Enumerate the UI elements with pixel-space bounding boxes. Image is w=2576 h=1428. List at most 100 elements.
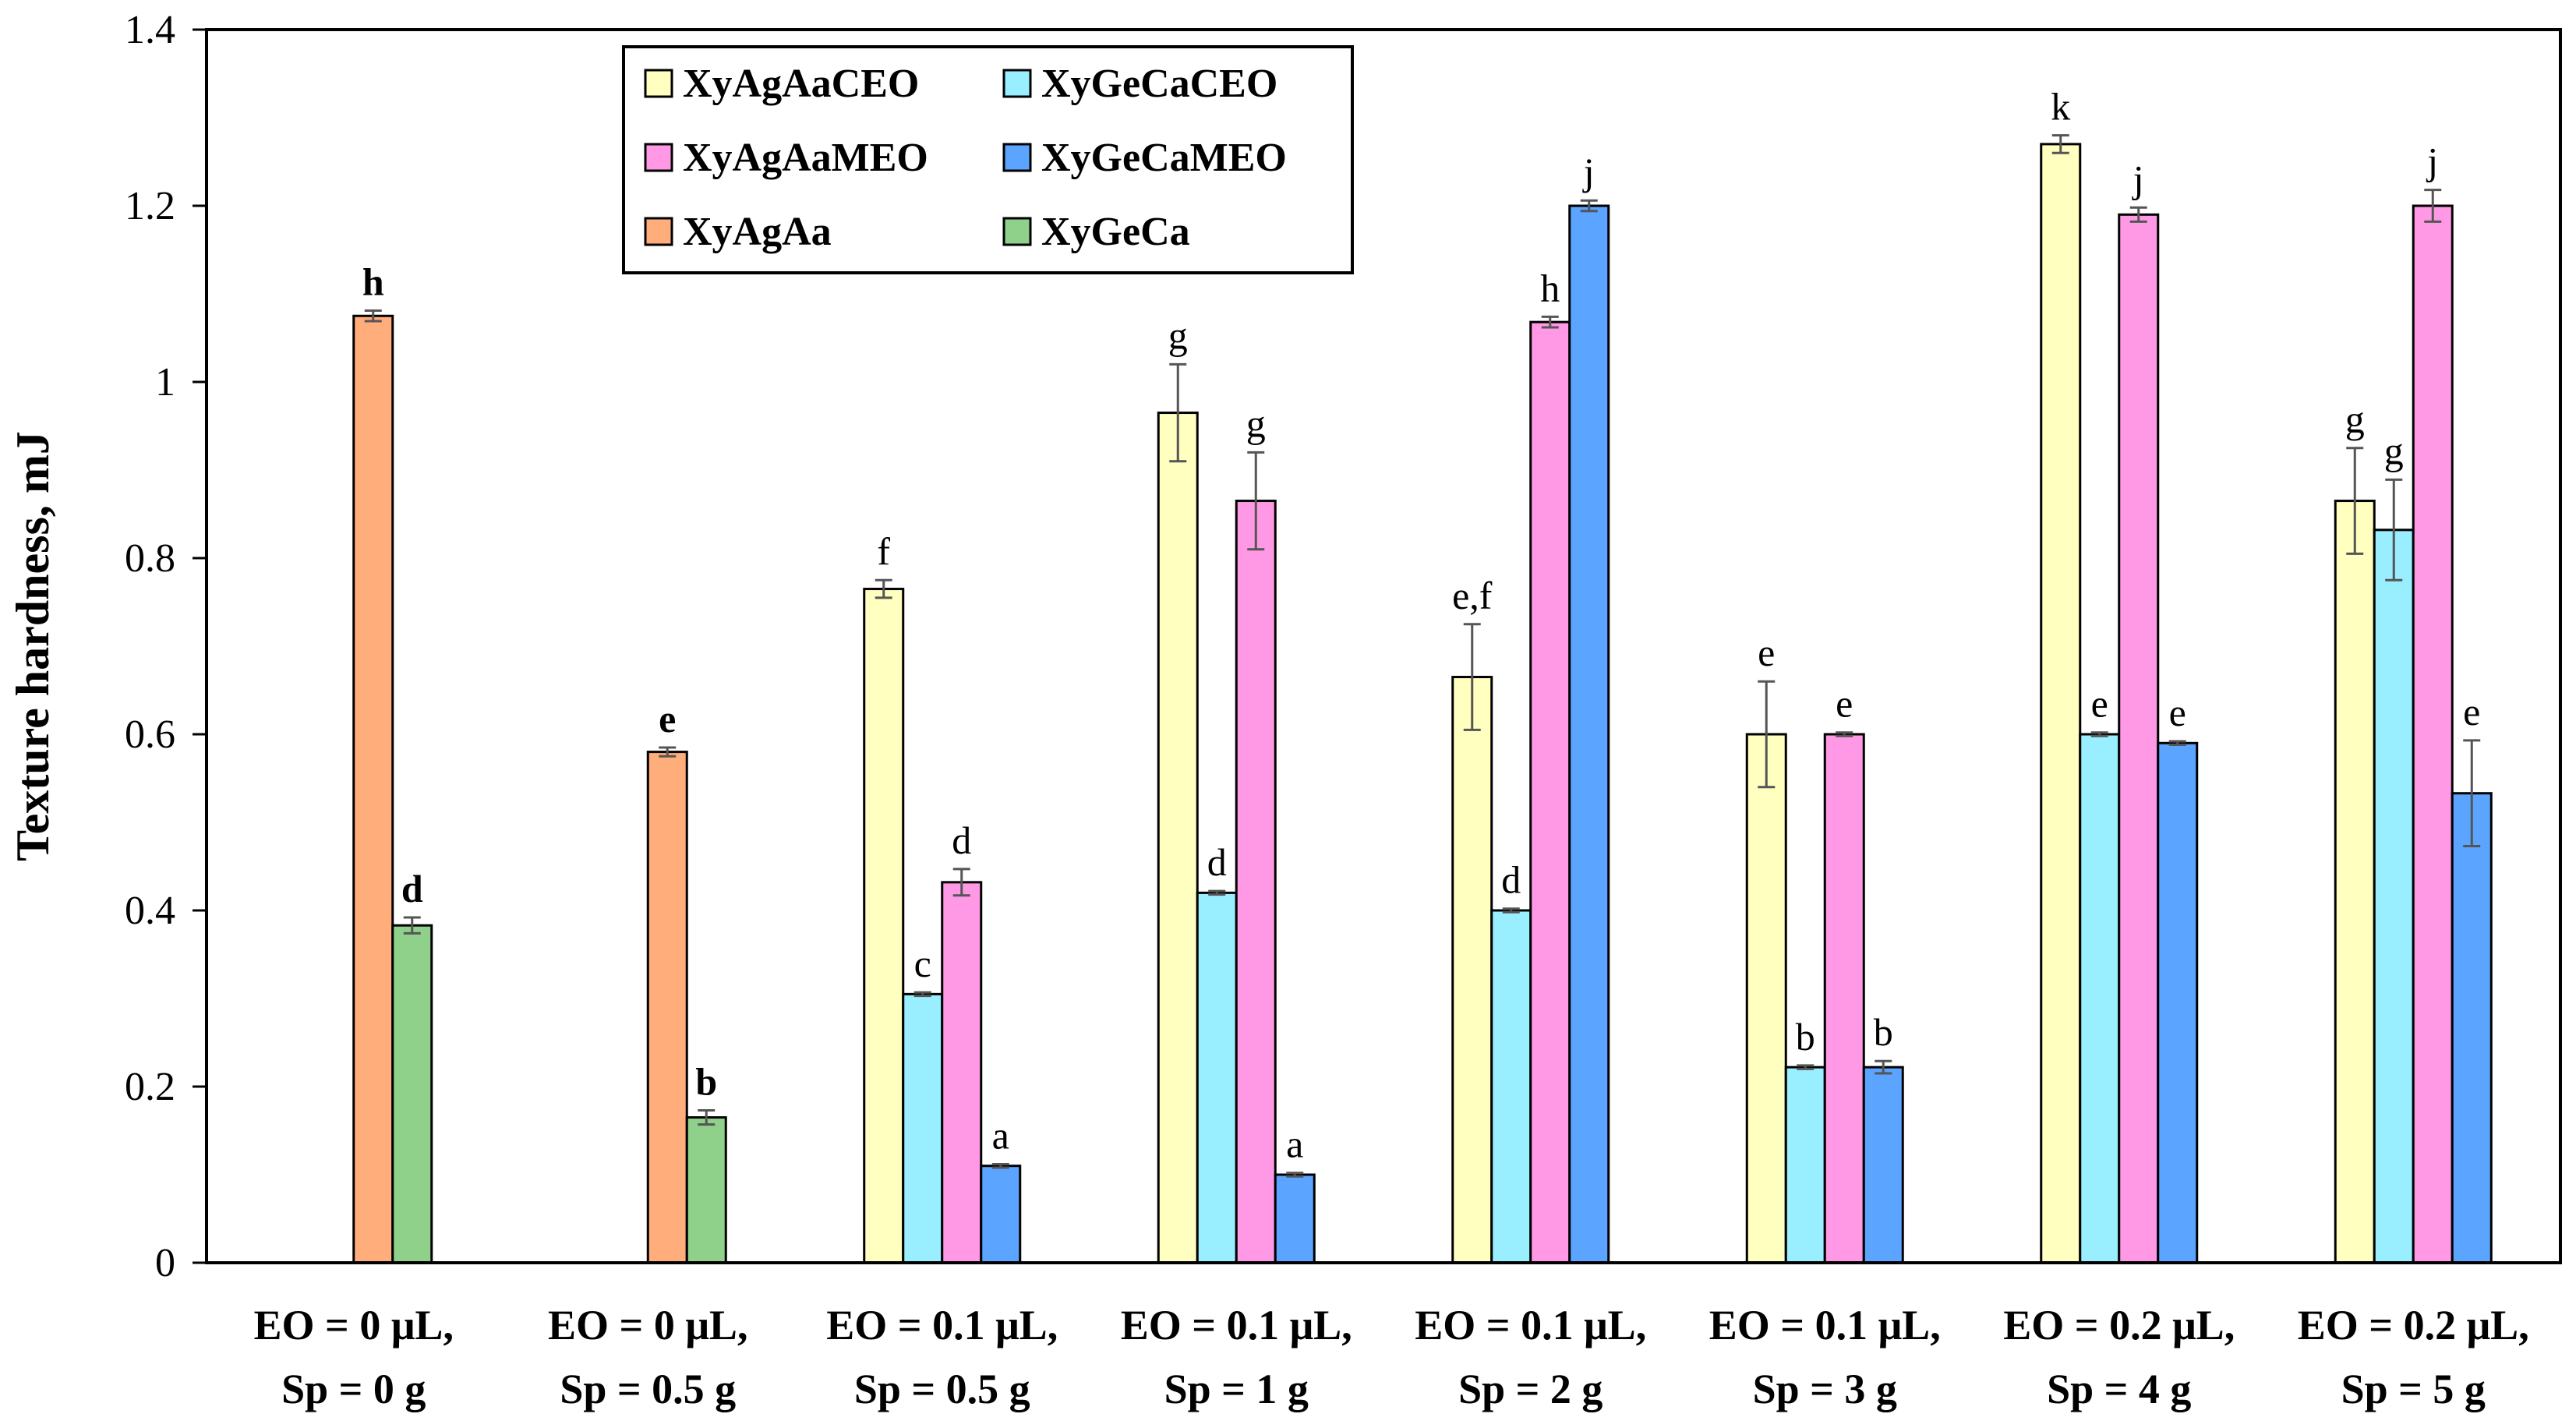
x-category-label-line1: EO = 0.1 μL, (1709, 1302, 1941, 1348)
significance-label: d (1207, 840, 1227, 884)
significance-label: e (2169, 691, 2186, 734)
y-tick-label: 0.6 (125, 712, 175, 757)
significance-label: j (1582, 150, 1595, 193)
bar-XyAgAaMEO-4 (1529, 320, 1571, 1264)
significance-label: g (2345, 398, 2365, 441)
x-category-label-line1: EO = 0 μL, (254, 1302, 454, 1348)
legend-label-XyGeCa: XyGeCa (1041, 210, 1190, 254)
bar-XyGeCaMEO-4 (1568, 204, 1610, 1264)
x-category-label-line1: EO = 0.2 μL, (2003, 1302, 2235, 1348)
bar-XyGeCaCEO-6 (2079, 733, 2121, 1264)
significance-label: h (362, 260, 384, 303)
bar-XyGeCa-0 (391, 924, 433, 1264)
bar-XyAgAaCEO-2 (863, 588, 905, 1264)
y-tick-label: 0.2 (125, 1065, 175, 1109)
significance-label: e (659, 697, 676, 741)
bar-XyGeCaMEO-6 (2157, 741, 2199, 1264)
significance-label: g (2384, 429, 2404, 472)
bar-XyGeCaCEO-3 (1196, 891, 1238, 1264)
significance-label: d (401, 867, 423, 910)
x-axis: EO = 0 μL, Sp = 0 g EO = 0 μL, Sp = 0.5 g EO… (254, 1302, 2529, 1412)
plot-area-frame (205, 28, 2562, 1264)
bar-XyGeCaMEO-7 (2451, 792, 2493, 1264)
error-bars-layer (364, 134, 2481, 1178)
x-category-label-line2: Sp = 2 g (1458, 1366, 1602, 1412)
bar-XyAgAaCEO-7 (2334, 500, 2376, 1264)
x-category-label-line2: Sp = 1 g (1164, 1366, 1309, 1412)
y-axis-title: Texture hardness, mJ (7, 431, 58, 861)
legend-label-XyAgAaMEO: XyAgAaMEO (683, 136, 928, 180)
y-tick-label: 0 (155, 1241, 175, 1285)
y-tick-label: 0.4 (125, 889, 175, 933)
bar-XyAgAaCEO-5 (1745, 733, 1787, 1264)
significance-label: b (695, 1060, 717, 1104)
bar-XyGeCaMEO-3 (1274, 1173, 1316, 1264)
y-axis: 0 0.2 0.4 0.6 0.8 1 1.2 1.4 (125, 8, 207, 1285)
x-category-label-line2: Sp = 0.5 g (854, 1366, 1030, 1412)
bar-XyGeCaCEO-5 (1784, 1066, 1826, 1264)
significance-label: h (1540, 266, 1560, 309)
bar-XyAgAaMEO-3 (1235, 500, 1277, 1264)
bar-XyGeCaCEO-2 (902, 992, 944, 1264)
significance-label: a (1286, 1122, 1303, 1166)
significance-label: d (952, 818, 971, 862)
x-category-label-line2: Sp = 0 g (281, 1366, 426, 1412)
legend-label-XyGeCaCEO: XyGeCaCEO (1041, 62, 1277, 106)
legend-label-XyGeCaMEO: XyGeCaMEO (1041, 136, 1287, 180)
legend-swatch-XyAgAaCEO (644, 69, 673, 98)
significance-label: c (914, 942, 931, 985)
legend-swatch-XyGeCaMEO (1002, 143, 1032, 172)
x-category-label-line2: Sp = 5 g (2341, 1366, 2486, 1412)
x-category-label-line1: EO = 0.2 μL, (2298, 1302, 2529, 1348)
x-category-label-line1: EO = 0.1 μL, (1121, 1302, 1352, 1348)
significance-label: a (992, 1113, 1009, 1157)
significance-label: k (2051, 85, 2070, 129)
x-category-label-line1: EO = 0.1 μL, (1415, 1302, 1646, 1348)
x-category-label-line2: Sp = 0.5 g (560, 1366, 736, 1412)
significance-label: b (1796, 1015, 1815, 1059)
bar-XyAgAaMEO-7 (2412, 204, 2454, 1264)
legend-label-XyAgAaCEO: XyAgAaCEO (683, 62, 919, 106)
significance-label: g (1168, 313, 1188, 357)
bar-XyGeCaCEO-7 (2373, 528, 2415, 1264)
bar-XyGeCaMEO-2 (980, 1165, 1022, 1264)
y-tick-label: 1.4 (125, 8, 175, 52)
bar-XyAgAaCEO-3 (1157, 412, 1199, 1264)
legend-box (622, 45, 1354, 274)
significance-label: e (1758, 631, 1775, 674)
legend-swatch-XyAgAaMEO (644, 143, 673, 172)
significance-label: j (2132, 157, 2144, 200)
legend-swatch-XyGeCaCEO (1002, 69, 1032, 98)
significance-label: j (2426, 140, 2438, 183)
y-tick-label: 1.2 (125, 184, 175, 228)
y-tick-label: 0.8 (125, 536, 175, 581)
legend-swatch-XyAgAa (644, 217, 673, 246)
bar-XyGeCa-1 (685, 1116, 727, 1264)
significance-label: g (1246, 401, 1266, 445)
significance-label: b (1874, 1010, 1893, 1054)
bar-XyAgAa-0 (352, 314, 394, 1264)
bar-XyAgAaMEO-5 (1823, 733, 1865, 1264)
bar-XyAgAaCEO-6 (2040, 143, 2082, 1264)
bar-XyGeCaMEO-5 (1862, 1066, 1904, 1264)
legend-swatch-XyGeCa (1002, 217, 1032, 246)
significance-label: e (1836, 682, 1853, 726)
significance-label: e (2091, 682, 2108, 726)
significance-label: d (1501, 858, 1521, 902)
bars-layer (352, 143, 2493, 1264)
bar-XyAgAa-1 (646, 751, 688, 1264)
legend-label-XyAgAa: XyAgAa (683, 210, 832, 254)
significance-label: f (877, 529, 890, 573)
x-category-label-line2: Sp = 3 g (1753, 1366, 1897, 1412)
x-category-label-line1: EO = 0.1 μL, (826, 1302, 1058, 1348)
bar-XyGeCaCEO-4 (1490, 909, 1532, 1264)
significance-label: e,f (1452, 574, 1493, 617)
bar-XyAgAaMEO-2 (941, 881, 983, 1264)
y-tick-label: 1 (155, 360, 175, 405)
significance-label: e (2463, 690, 2480, 733)
bar-XyAgAaCEO-4 (1451, 676, 1493, 1264)
x-category-label-line1: EO = 0 μL, (548, 1302, 747, 1348)
bar-XyAgAaMEO-6 (2118, 213, 2160, 1264)
